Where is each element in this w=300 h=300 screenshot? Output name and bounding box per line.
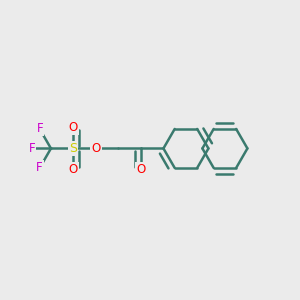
Text: O: O	[69, 121, 78, 134]
Text: S: S	[69, 142, 77, 155]
Text: O: O	[136, 163, 146, 176]
Text: O: O	[91, 142, 101, 155]
Text: F: F	[36, 122, 43, 136]
Text: F: F	[36, 161, 43, 174]
Text: F: F	[28, 142, 35, 155]
Text: O: O	[69, 163, 78, 176]
